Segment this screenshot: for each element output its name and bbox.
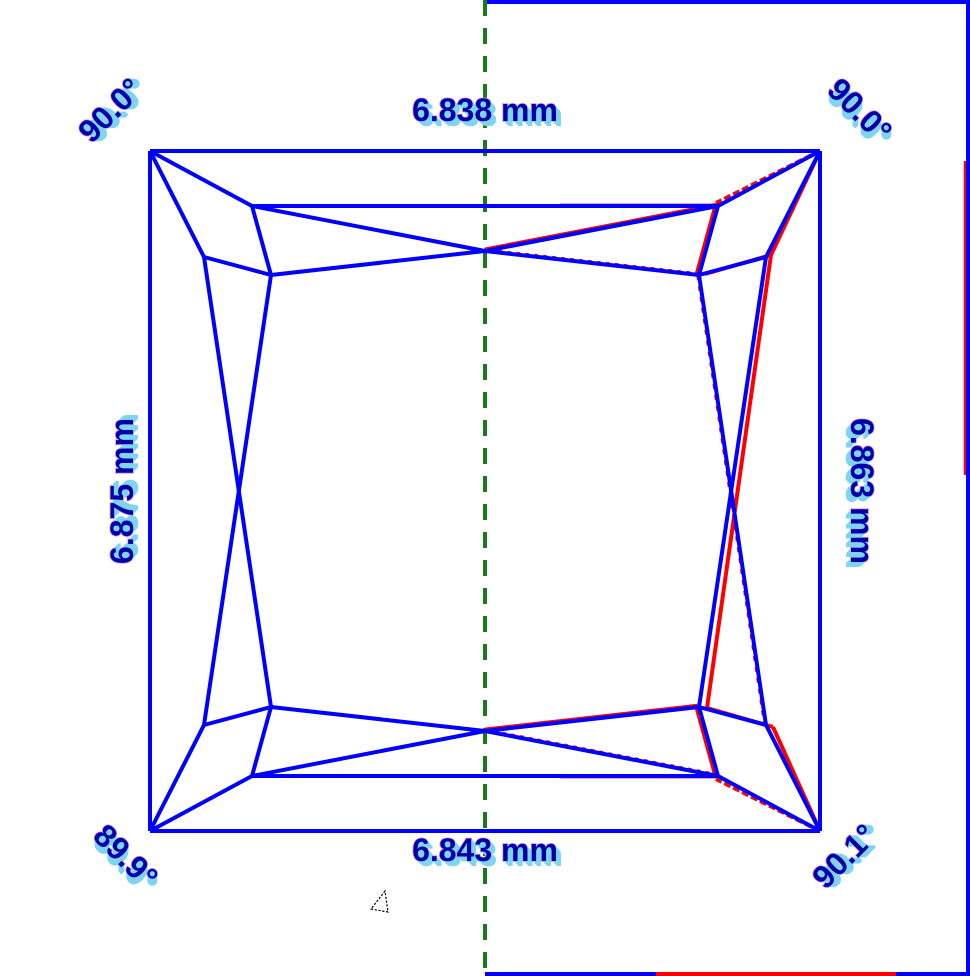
svg-text:6.863 mm: 6.863 mm <box>844 418 880 564</box>
svg-text:6.843 mm: 6.843 mm <box>412 832 558 868</box>
svg-text:6.875 mm: 6.875 mm <box>104 418 140 564</box>
svg-text:6.838 mm: 6.838 mm <box>412 92 558 128</box>
